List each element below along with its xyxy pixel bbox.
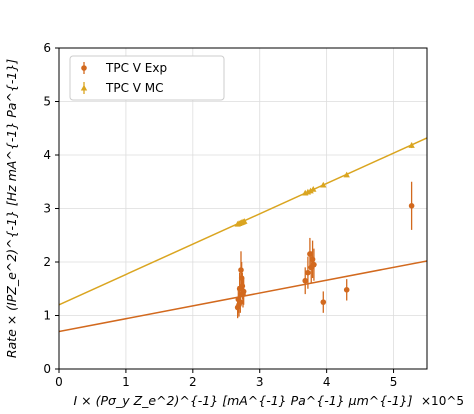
y-tick-label: 5	[43, 95, 51, 109]
data-point-exp	[408, 203, 415, 209]
x-tick-label: 2	[189, 375, 197, 389]
data-point-mc	[241, 218, 248, 224]
data-point-exp	[240, 288, 247, 295]
data-point-exp	[305, 269, 311, 276]
y-tick-label: 6	[43, 41, 51, 55]
x-tick-label: 0	[55, 375, 63, 389]
data-point-mc	[408, 142, 415, 148]
y-tick-label: 2	[43, 255, 51, 269]
x-tick-label: 5	[390, 375, 398, 389]
data-point-exp	[302, 277, 309, 284]
legend-marker-exp	[81, 65, 87, 71]
y-axis-label: Rate × (IPZ_e^2)^{-1} [Hz mA^{-1} Pa^{-1…	[4, 59, 19, 358]
data-point-exp	[343, 287, 350, 293]
x-tick-label: 1	[122, 375, 130, 389]
data-point-mc	[307, 187, 314, 194]
data-point-mc	[310, 186, 317, 192]
data-point-exp	[320, 299, 327, 305]
y-tick-label: 3	[43, 202, 51, 216]
y-tick-label: 1	[43, 309, 51, 323]
data-point-exp	[238, 267, 244, 273]
data-point-mc	[343, 171, 350, 178]
legend-marker-mc	[80, 84, 88, 91]
legend-label-mc: TPC V MC	[105, 81, 164, 95]
data-point-mc	[320, 181, 327, 188]
data-point-exp	[237, 299, 244, 305]
y-tick-label: 4	[43, 148, 51, 162]
legend-box	[69, 55, 225, 101]
x-tick-label: 3	[256, 375, 264, 389]
data-point-exp	[311, 261, 317, 268]
x-tick-label: 4	[323, 375, 331, 389]
x-multiplier: ×10^5	[421, 394, 464, 408]
legend-label-exp: TPC V Exp	[105, 61, 167, 75]
x-axis-label: I × (Pσ_y Z_e^2)^{-1} [mA^{-1} Pa^{-1} μ…	[74, 393, 413, 408]
y-tick-label: 0	[43, 362, 51, 376]
